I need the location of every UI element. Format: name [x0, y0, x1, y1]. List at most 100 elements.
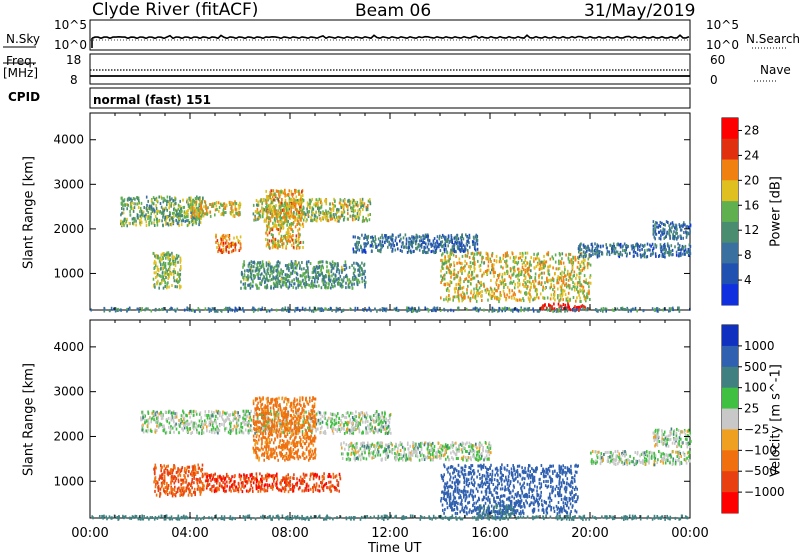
echo-cell — [338, 283, 340, 286]
echo-cell — [147, 307, 149, 310]
echo-cell — [378, 417, 380, 420]
echo-cell — [624, 249, 626, 252]
echo-cell — [262, 215, 264, 218]
echo-cell — [302, 430, 304, 433]
echo-cell — [683, 231, 685, 234]
echo-cell — [194, 209, 196, 212]
echo-cell — [132, 207, 134, 210]
echo-cell — [467, 255, 469, 258]
echo-cell — [121, 197, 123, 200]
echo-cell — [476, 309, 478, 312]
echo-cell — [682, 247, 684, 250]
echo-cell — [178, 204, 180, 207]
echo-cell — [466, 262, 468, 265]
echo-cell — [561, 279, 563, 282]
echo-cell — [104, 307, 106, 310]
echo-cell — [173, 199, 175, 202]
echo-cell — [233, 237, 235, 240]
echo-cell — [296, 201, 298, 204]
echo-cell — [527, 268, 529, 271]
echo-cell — [192, 206, 194, 209]
echo-cell — [654, 237, 656, 240]
echo-cell — [644, 255, 646, 258]
echo-cell — [573, 257, 575, 260]
echo-cell — [529, 275, 531, 278]
echo-cell — [334, 205, 336, 208]
echo-cell — [442, 261, 444, 264]
echo-cell — [411, 235, 413, 238]
echo-cell — [668, 245, 670, 248]
echo-cell — [319, 198, 321, 201]
echo-cell — [203, 431, 205, 434]
echo-cell — [236, 308, 238, 311]
echo-cell — [300, 219, 302, 222]
echo-cell — [288, 240, 290, 243]
echo-cell — [277, 242, 279, 245]
echo-cell — [156, 425, 158, 428]
echo-cell — [473, 277, 475, 280]
echo-cell — [167, 196, 169, 199]
echo-cell — [258, 277, 260, 280]
echo-cell — [180, 261, 182, 264]
echo-cell — [394, 308, 396, 311]
echo-cell — [255, 217, 257, 220]
echo-cell — [286, 224, 288, 227]
echo-cell — [576, 274, 578, 277]
echo-cell — [267, 216, 269, 219]
echo-cell — [572, 266, 574, 269]
echo-cell — [269, 229, 271, 232]
echo-cell — [378, 244, 380, 247]
echo-cell — [229, 238, 231, 241]
echo-cell — [364, 246, 366, 249]
echo-cell — [519, 252, 521, 255]
echo-cell — [265, 232, 267, 235]
echo-cell — [464, 260, 466, 263]
echo-cell — [153, 410, 155, 413]
echo-cell — [529, 289, 531, 292]
echo-cell — [456, 295, 458, 298]
echo-cell — [256, 199, 258, 202]
echo-cell — [269, 310, 271, 313]
echo-cell — [684, 223, 686, 226]
echo-cell — [204, 414, 206, 417]
echo-cell — [585, 255, 587, 258]
echo-cell — [147, 215, 149, 218]
echo-cell — [618, 244, 620, 247]
echo-cell — [543, 255, 545, 258]
echo-cell — [664, 249, 666, 252]
echo-cell — [326, 202, 328, 205]
echo-cell — [462, 255, 464, 258]
echo-cell — [440, 270, 442, 273]
echo-cell — [335, 274, 337, 277]
echo-cell — [317, 307, 319, 310]
echo-cell — [682, 237, 684, 240]
echo-cell — [190, 208, 192, 211]
echo-cell — [571, 270, 573, 273]
echo-cell — [525, 271, 527, 274]
echo-cell — [162, 252, 164, 255]
echo-cell — [171, 216, 173, 219]
echo-cell — [358, 241, 360, 244]
echo-cell — [544, 297, 546, 300]
echo-cell — [530, 256, 532, 259]
echo-cell — [330, 420, 332, 423]
echo-cell — [528, 296, 530, 299]
echo-cell — [612, 309, 614, 312]
echo-cell — [266, 217, 268, 220]
echo-cell — [310, 286, 312, 289]
echo-cell — [501, 282, 503, 285]
echo-cell — [357, 246, 359, 249]
echo-cell — [305, 213, 307, 216]
echo-cell — [293, 286, 295, 289]
echo-cell — [301, 200, 303, 203]
echo-cell — [561, 284, 563, 287]
echo-cell — [437, 307, 439, 310]
echo-cell — [633, 255, 635, 258]
echo-cell — [299, 246, 301, 249]
nsky-trace — [92, 35, 689, 48]
echo-cell — [162, 263, 164, 266]
echo-cell — [303, 267, 305, 270]
echo-cell — [583, 251, 585, 254]
echo-cell — [363, 237, 365, 240]
echo-cell — [167, 216, 169, 219]
